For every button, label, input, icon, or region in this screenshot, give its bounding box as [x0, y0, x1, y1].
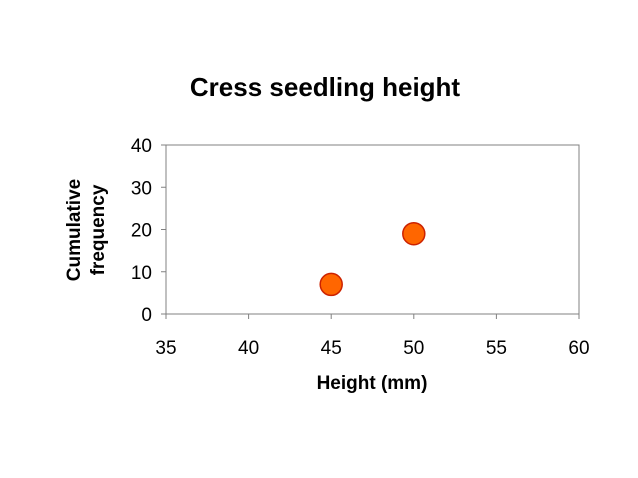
x-tick-labels: 35 40 45 50 55 60: [155, 338, 589, 359]
tick-marks: [161, 144, 580, 319]
y-tick-label: 20: [131, 221, 152, 242]
y-tick-label: 30: [131, 178, 152, 199]
y-tick-label: 40: [131, 136, 152, 157]
y-tick-label: 10: [131, 263, 152, 284]
data-point: [402, 221, 426, 246]
data-points: [319, 221, 426, 297]
x-axis-label: Height (mm): [317, 373, 428, 394]
y-axis-label-line-2: frequency: [88, 184, 109, 275]
y-tick-labels: 0 10 20 30 40: [131, 136, 152, 326]
x-tick-label: 35: [155, 338, 176, 359]
y-tick-label: 0: [141, 305, 152, 326]
x-tick-label: 45: [321, 338, 342, 359]
y-axis-label: Cumulative frequency: [64, 179, 109, 281]
x-tick-label: 40: [238, 338, 259, 359]
y-axis-label-line-1: Cumulative: [64, 179, 85, 281]
x-tick-label: 50: [403, 338, 424, 359]
x-tick-label: 55: [486, 338, 507, 359]
data-point: [319, 272, 343, 297]
x-tick-label: 60: [568, 338, 589, 359]
chart-title: Cress seedling height: [190, 72, 461, 102]
plot-area: [165, 144, 580, 315]
